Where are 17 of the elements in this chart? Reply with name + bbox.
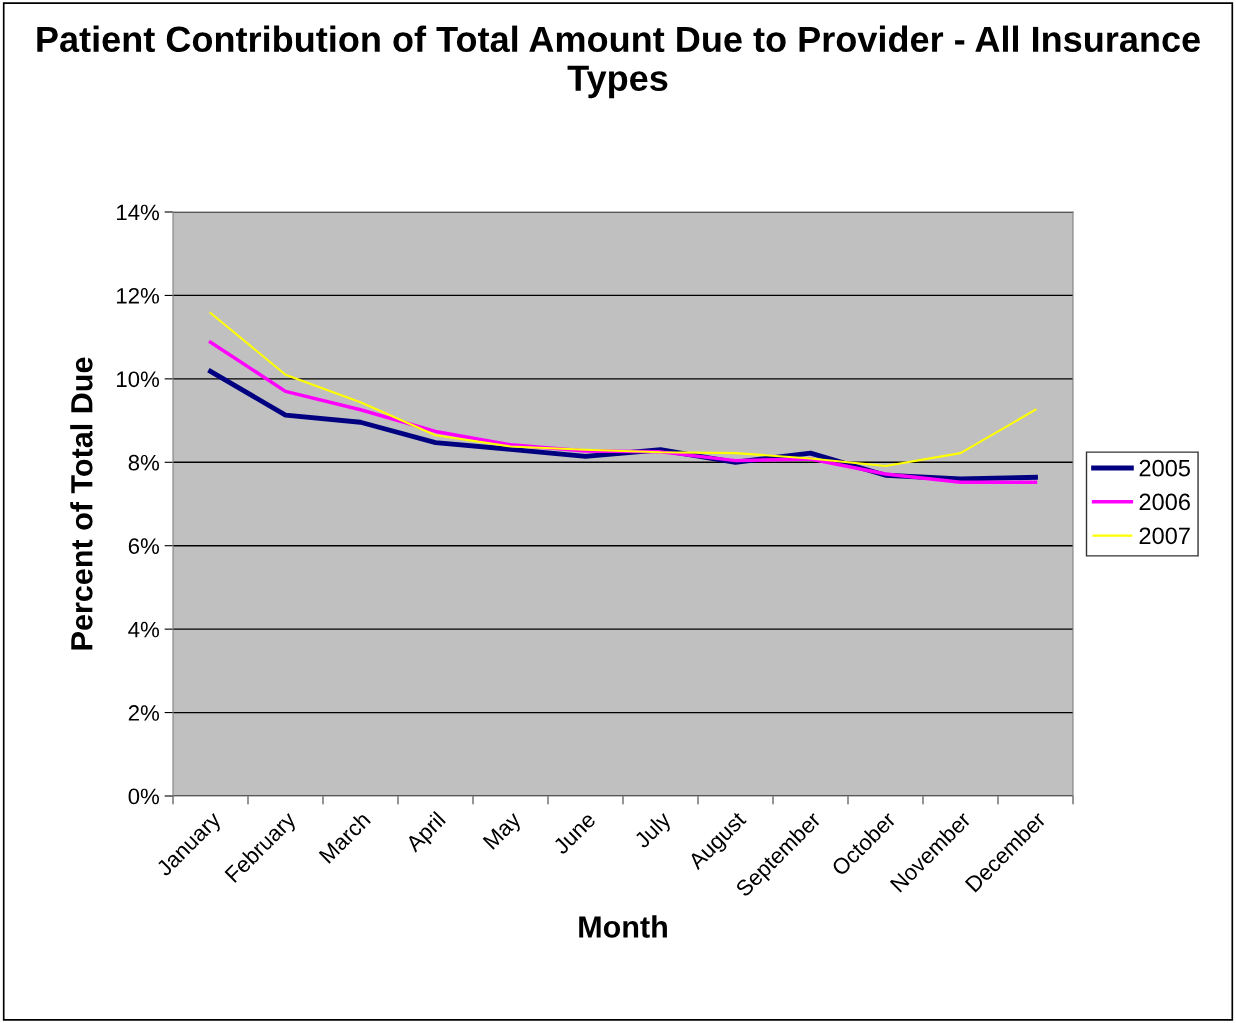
chart-title: Patient Contribution of Total Amount Due to Provider - All Insurance Types [37, 25, 1200, 99]
y-tick-label: 10% [117, 371, 160, 388]
y-tick-label: 14% [117, 204, 160, 221]
legend-label: 2006 [1139, 493, 1190, 511]
y-tick-label: 12% [117, 287, 160, 304]
x-axis-title: Month [579, 915, 667, 938]
y-tick-label: 0% [128, 788, 160, 805]
y-tick-label: 8% [128, 454, 160, 471]
line-series [209, 311, 1037, 468]
x-tick-label: May [482, 810, 526, 853]
y-tick-label: 6% [128, 538, 160, 554]
legend-label: 2007 [1139, 527, 1190, 545]
x-tick-label: July [632, 809, 676, 853]
legend-label: 2005 [1139, 459, 1190, 477]
y-tick-label: 2% [128, 705, 160, 721]
y-axis-title: Percent of Total Due [70, 357, 93, 650]
y-tick-label: 4% [128, 621, 160, 638]
